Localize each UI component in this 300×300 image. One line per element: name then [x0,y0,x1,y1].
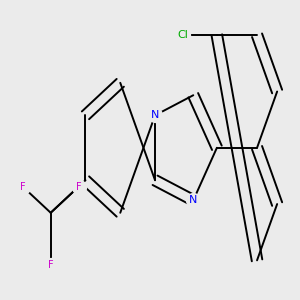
Text: Cl: Cl [177,30,188,40]
Text: F: F [48,260,53,270]
Text: N: N [151,110,159,120]
Text: F: F [20,182,26,192]
Text: F: F [76,182,81,192]
Text: N: N [189,195,197,206]
